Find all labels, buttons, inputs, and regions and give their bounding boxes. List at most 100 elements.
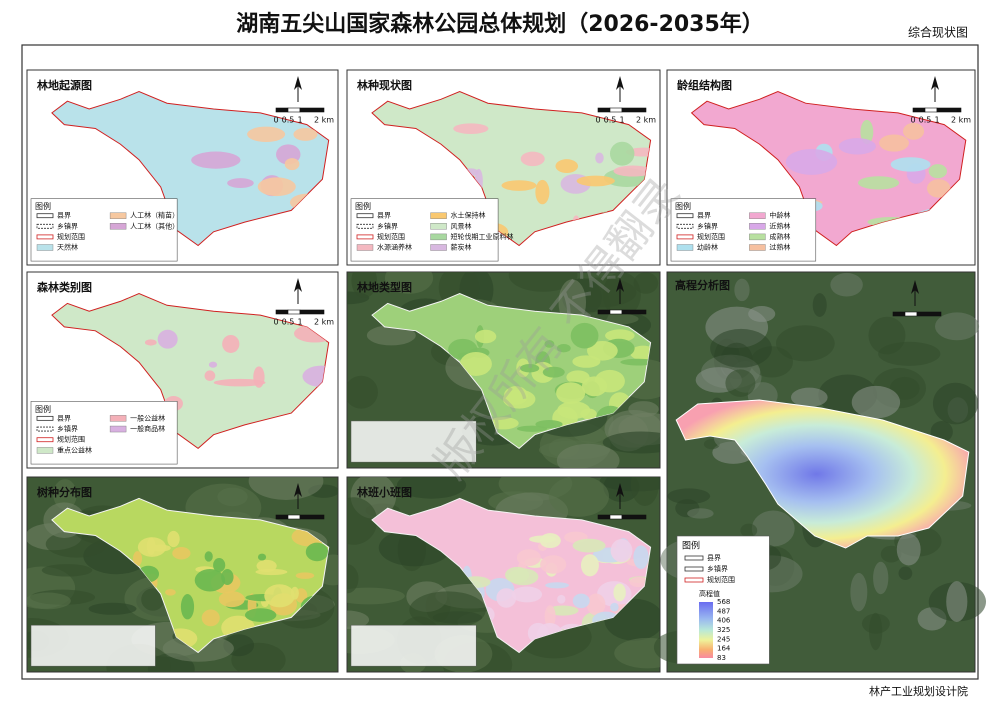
scale-label: 0 xyxy=(910,116,915,125)
legend-swatch xyxy=(36,244,54,251)
legend-label: 成熟林 xyxy=(769,232,790,241)
terrain xyxy=(586,286,611,325)
legend-title: 图例 xyxy=(35,201,51,211)
legend-swatch xyxy=(676,244,694,251)
panel-title: 森林类别图 xyxy=(37,280,92,294)
legend-swatch xyxy=(109,223,127,230)
legend-label: 风景林 xyxy=(451,221,472,230)
ramp-label: 245 xyxy=(717,635,730,643)
north-arrow xyxy=(294,483,302,497)
class-patch xyxy=(305,542,329,562)
class-patch xyxy=(629,576,649,588)
terrain xyxy=(602,431,660,454)
class-patch xyxy=(857,176,900,190)
class-patch xyxy=(247,126,286,142)
terrain xyxy=(725,369,756,397)
terrain xyxy=(830,272,863,297)
north-arrow xyxy=(616,483,624,497)
scale-segment xyxy=(916,311,942,317)
class-patch xyxy=(227,178,254,188)
terrain xyxy=(748,305,776,322)
class-patch xyxy=(487,417,519,430)
terrain xyxy=(347,587,405,605)
scale-segment xyxy=(275,514,289,520)
scale-segment xyxy=(621,309,647,315)
class-patch xyxy=(172,546,191,560)
terrain xyxy=(667,488,711,505)
legend-box xyxy=(350,420,477,463)
legend-swatch xyxy=(430,223,447,230)
legend-line xyxy=(676,223,694,229)
legend-box xyxy=(350,624,477,667)
legend-title: 图例 xyxy=(675,201,691,211)
terrain xyxy=(396,477,467,499)
legend-label: 规划范围 xyxy=(377,232,405,241)
scale-label: 2 km xyxy=(951,116,971,125)
legend-label: 规划范围 xyxy=(57,232,85,241)
legend-swatch xyxy=(356,244,374,251)
legend-line xyxy=(36,223,54,229)
terrain xyxy=(880,545,902,563)
class-patch xyxy=(502,389,536,409)
terrain xyxy=(548,477,610,517)
panel-title: 林地起源图 xyxy=(37,78,92,92)
scale-segment xyxy=(597,514,611,520)
scale-segment xyxy=(287,514,301,520)
class-patch xyxy=(926,179,951,198)
class-patch xyxy=(257,177,296,197)
terrain xyxy=(873,561,889,595)
scale-label: 1 xyxy=(297,318,302,327)
class-patch xyxy=(511,586,543,603)
terrain xyxy=(409,591,486,629)
class-patch xyxy=(221,569,234,585)
terrain xyxy=(775,325,835,362)
class-patch xyxy=(572,538,606,553)
class-patch xyxy=(576,175,615,187)
ramp xyxy=(699,602,713,658)
forest-region xyxy=(371,90,652,247)
class-patch xyxy=(501,180,537,191)
class-patch xyxy=(222,334,240,353)
class-patch xyxy=(555,159,579,174)
terrain xyxy=(347,610,370,630)
legend-label: 水土保持林 xyxy=(451,211,486,220)
legend-swatch xyxy=(109,425,127,433)
scale-label: 1 xyxy=(297,116,302,125)
terrain xyxy=(366,325,416,346)
panel-content xyxy=(347,272,660,468)
class-patch xyxy=(264,584,295,608)
scale-segment xyxy=(275,107,289,113)
class-patch xyxy=(879,134,909,152)
class-patch xyxy=(167,530,180,548)
terrain xyxy=(633,272,659,294)
terrain xyxy=(53,479,77,510)
terrain xyxy=(508,272,578,292)
class-patch xyxy=(459,351,492,376)
legend-line xyxy=(36,437,54,443)
scale-label: 0 xyxy=(595,116,600,125)
legend-label: 乡镇界 xyxy=(697,221,718,230)
terrain xyxy=(812,293,827,317)
class-patch xyxy=(625,147,651,157)
terrain xyxy=(347,564,359,594)
class-patch xyxy=(302,365,329,388)
scale-label: 0.5 xyxy=(282,116,295,125)
legend-line xyxy=(684,577,704,583)
terrain xyxy=(946,581,968,622)
ramp-label: 406 xyxy=(717,617,731,625)
class-patch xyxy=(213,378,266,387)
legend-label: 中龄林 xyxy=(769,211,790,220)
terrain xyxy=(556,443,620,468)
panel-content xyxy=(51,90,330,247)
class-patch xyxy=(556,382,586,404)
class-patch xyxy=(633,545,649,570)
class-patch xyxy=(539,533,561,549)
subtitle: 综合现状图 xyxy=(908,25,968,40)
legend-label: 过熟林 xyxy=(769,243,790,252)
terrain xyxy=(687,508,714,519)
legend-line xyxy=(36,426,54,432)
class-patch xyxy=(556,344,571,353)
scale-segment xyxy=(609,309,623,315)
